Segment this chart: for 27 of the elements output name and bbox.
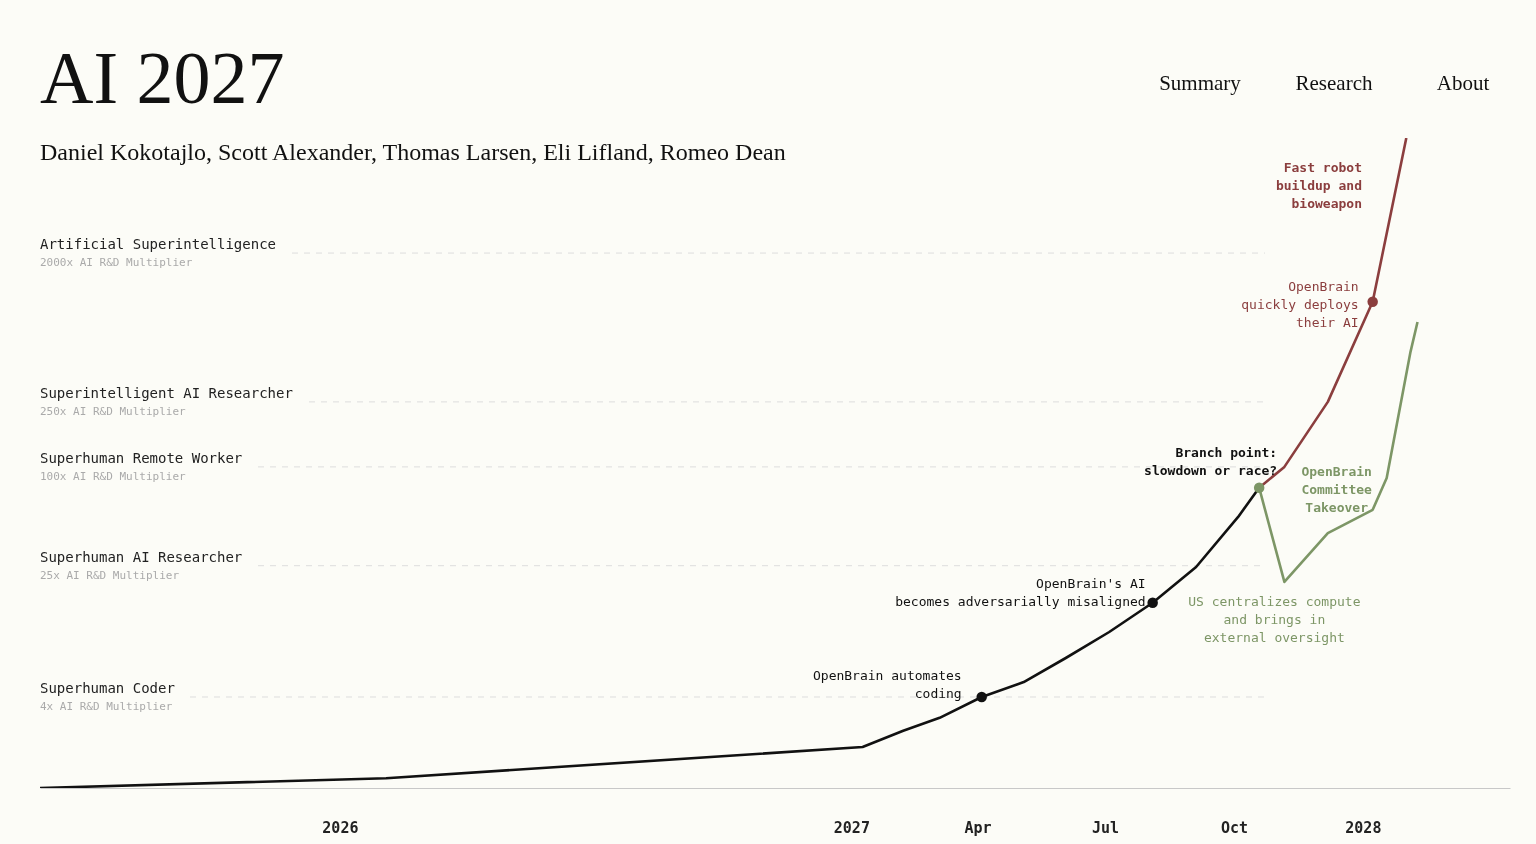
text: About bbox=[1436, 71, 1490, 95]
x-tick-label: Apr bbox=[964, 818, 992, 837]
text: Summary bbox=[1159, 71, 1242, 95]
annotation: OpenBrain Committee Takeover bbox=[1301, 463, 1373, 515]
annotation: OpenBrain's AI becomes adversarially misaligned bbox=[895, 575, 1146, 609]
chart-subtitle: Daniel Kokotajlo, Scott Alexander, Thomas Larsen, Eli Lifland, Romeo Dean bbox=[40, 139, 786, 165]
x-tick-label: 2026 bbox=[322, 818, 359, 837]
ref-line-label: Superhuman Coder 4x AI R&D Multiplier bbox=[40, 680, 175, 713]
annotation: Branch point: slowdown or race? bbox=[1144, 444, 1278, 478]
point bbox=[976, 691, 987, 703]
ref-line-label: Superhuman Remote Worker 100x AI R&D Multiplier bbox=[40, 449, 243, 483]
chart-title: AI 2027 bbox=[40, 37, 285, 119]
text: Research bbox=[1295, 71, 1373, 95]
point bbox=[1367, 296, 1378, 308]
annotation: OpenBrain automates coding bbox=[812, 668, 962, 701]
annotation: OpenBrain quickly deploys their AI bbox=[1241, 278, 1359, 330]
point bbox=[1147, 597, 1158, 608]
x-tick-label: Oct bbox=[1220, 818, 1248, 837]
ref-line-label: Artificial Superintelligence 2000x AI R&D Multiplier bbox=[40, 236, 277, 270]
point bbox=[1253, 482, 1265, 493]
ref-line-label: Superhuman AI Researcher 25x AI R&D Multiplier bbox=[40, 548, 243, 582]
annotation: Fast robot buildup and bioweapon bbox=[1275, 160, 1362, 211]
ref-line-label: Superintelligent AI Researcher 250x AI R&D Multiplier bbox=[40, 384, 293, 418]
x-tick-label: Jul bbox=[1091, 818, 1120, 837]
annotation: US centralizes compute and brings in external oversight bbox=[1188, 593, 1361, 645]
x-tick-label: 2027 bbox=[833, 818, 870, 837]
x-tick-label: 2028 bbox=[1345, 818, 1382, 837]
